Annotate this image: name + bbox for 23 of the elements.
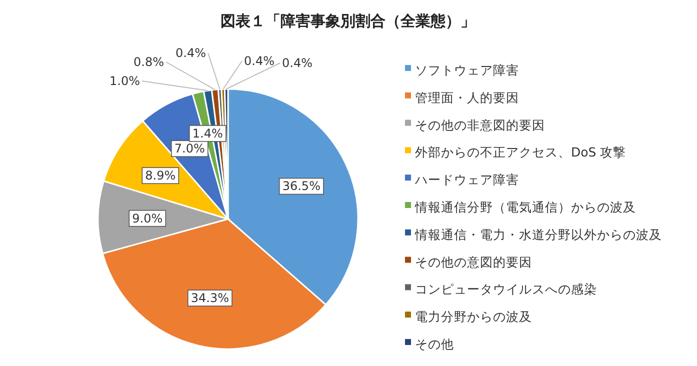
data-label: 7.0% [174, 142, 205, 156]
legend-label: その他 [415, 336, 454, 352]
chart-title: 図表１「障害事象別割合（全業態）」 [220, 12, 476, 30]
legend-label: その他の非意図的要因 [415, 117, 545, 132]
legend-label: その他の意図的要因 [415, 254, 532, 270]
legend-label: コンピュータウイルスへの感染 [415, 282, 597, 297]
data-label: 1.4% [192, 126, 223, 140]
data-label: 0.4% [282, 56, 312, 70]
legend-label: 電力分野からの波及 [415, 309, 532, 324]
data-label: 9.0% [132, 211, 163, 226]
legend-label: ハードウェア障害 [414, 172, 519, 188]
legend-label: 情報通信分野（電気通信）からの波及 [414, 200, 636, 214]
data-label: 36.5% [282, 179, 320, 194]
data-label: 0.4% [176, 46, 206, 60]
data-label: 1.0% [110, 74, 140, 88]
data-label: 34.3% [190, 291, 230, 306]
legend-label: 情報通信・電力・水道分野以外からの波及 [414, 226, 662, 242]
legend-label: 外部からの不正アクセス、DoS 攻撃 [415, 144, 626, 160]
data-label: 0.4% [244, 54, 274, 68]
legend-label: ソフトウェア障害 [415, 62, 519, 78]
legend-label: 管理面・人的要因 [415, 90, 519, 105]
data-label: 0.8% [134, 55, 164, 69]
data-label: 8.9% [145, 168, 176, 183]
